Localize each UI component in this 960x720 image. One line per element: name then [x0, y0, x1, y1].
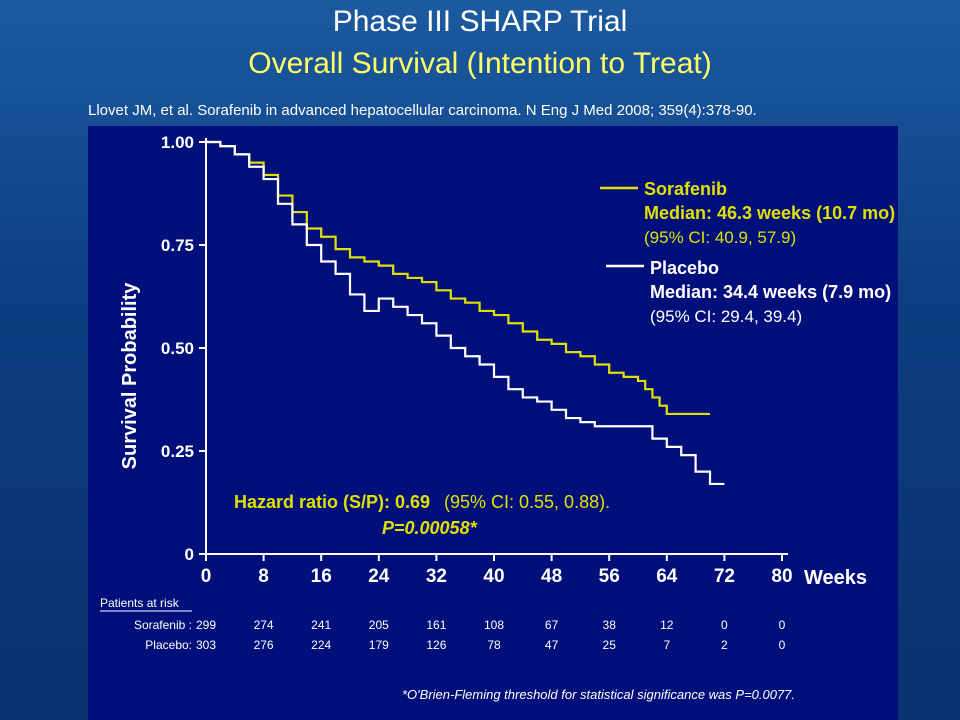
series-placebo-line: [206, 140, 725, 486]
series-layer: [206, 140, 725, 486]
risk-row-label: Sorafenib :: [134, 618, 192, 632]
x-tick-label: 48: [541, 566, 562, 587]
hazard-ratio: Hazard ratio (S/P): 0.69: [234, 492, 430, 512]
slide-title: Phase III SHARP Trial: [332, 5, 628, 38]
risk-cell: 241: [311, 618, 331, 632]
x-tick-label: 32: [426, 566, 447, 587]
x-tick-label: 24: [368, 566, 390, 587]
risk-cell: 126: [426, 638, 446, 652]
risk-cell: 108: [484, 618, 504, 632]
y-axis-label: Survival Probability: [119, 282, 141, 470]
x-tick-label: 40: [483, 566, 504, 587]
legend-sorafenib-name: Sorafenib: [644, 179, 727, 199]
risk-table-header: Patients at risk: [100, 596, 180, 610]
legend-placebo-ci: (95% CI: 29.4, 39.4): [650, 307, 802, 326]
risk-cell: 299: [196, 618, 216, 632]
risk-cell: 67: [545, 618, 559, 632]
citation: Llovet JM, et al. Sorafenib in advanced …: [88, 102, 757, 119]
risk-cell: 2: [721, 638, 728, 652]
risk-cell: 276: [254, 638, 274, 652]
x-tick-label: 80: [771, 566, 792, 587]
km-chart: 00.250.500.751.000 8 16 24 32 40 48 56 64 72 80 Su…: [100, 133, 895, 702]
x-tick-label: 16: [311, 566, 332, 587]
legend-sorafenib-median: Median: 46.3 weeks (10.7 mo): [644, 203, 895, 223]
risk-cell: 0: [779, 618, 786, 632]
y-tick-label: 1.00: [161, 133, 194, 152]
risk-cell: 47: [545, 638, 559, 652]
risk-cell: 303: [196, 638, 216, 652]
risk-cell: 0: [779, 638, 786, 652]
slide-subtitle: Overall Survival (Intention to Treat): [248, 47, 712, 80]
risk-cell: 0: [721, 618, 728, 632]
hazard-pvalue: P=0.00058*: [382, 518, 478, 538]
footnote: *O'Brien-Fleming threshold for statistic…: [402, 687, 795, 702]
x-tick-label: 72: [714, 566, 735, 587]
ticks: 0 0.25 0.50 0.75 1.00 0 8 16 24 32 40 48 56 64 72 80: [161, 133, 793, 587]
risk-cell: 274: [254, 618, 274, 632]
risk-cell: 205: [369, 618, 389, 632]
chart-panel: 0 0.25 0.50 0.75 1.00 0 8 16 24 32 40 48 56 64 72 80 Su…: [88, 126, 898, 720]
risk-cell: 38: [603, 618, 617, 632]
x-tick-label: 64: [656, 566, 678, 587]
risk-cell: 179: [369, 638, 389, 652]
y-tick-label: 0.50: [161, 339, 194, 358]
axes: [205, 138, 788, 555]
y-tick-label: 0.25: [161, 442, 194, 461]
legend: Sorafenib Median: 46.3 weeks (10.7 mo) (…: [600, 179, 895, 326]
risk-cell: 224: [311, 638, 331, 652]
legend-placebo-name: Placebo: [650, 258, 719, 278]
hazard-ratio-box: Hazard ratio (S/P): 0.69 (95% CI: 0.55, …: [234, 492, 610, 538]
risk-rows: Sorafenib : 299 274 241 205 161 108 67 38 12 0 0 Pla…: [134, 618, 786, 652]
risk-cell: 7: [663, 638, 670, 652]
x-tick-label: 8: [258, 566, 269, 587]
y-tick-label: 0: [185, 545, 194, 564]
risk-row-label: Placebo:: [145, 638, 192, 652]
hazard-ci: (95% CI: 0.55, 0.88).: [444, 492, 610, 512]
series-sorafenib-line: [206, 140, 710, 416]
risk-cell: 78: [487, 638, 501, 652]
x-axis-label: Weeks: [804, 567, 867, 589]
x-tick-label: 0: [201, 566, 212, 587]
risk-cell: 161: [426, 618, 446, 632]
x-tick-label: 56: [599, 566, 620, 587]
risk-table: Patients at risk Sorafenib : 299 274 241 205…: [100, 596, 786, 652]
risk-cell: 25: [603, 638, 617, 652]
legend-placebo-median: Median: 34.4 weeks (7.9 mo): [650, 282, 891, 302]
y-tick-label: 0.75: [161, 236, 194, 255]
legend-sorafenib-ci: (95% CI: 40.9, 57.9): [644, 228, 796, 247]
risk-cell: 12: [660, 618, 674, 632]
